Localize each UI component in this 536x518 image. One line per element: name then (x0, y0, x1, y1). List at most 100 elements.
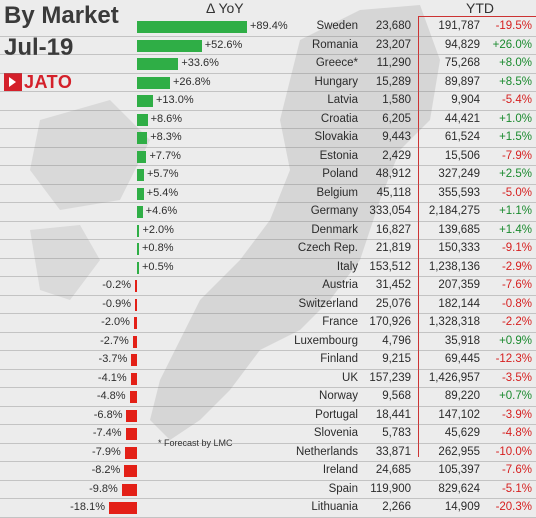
month-volume: 24,685 (375, 464, 411, 476)
ytd-volume: 89,220 (444, 390, 480, 402)
yoy-bar (124, 465, 137, 477)
row-divider (0, 239, 536, 240)
yoy-label: -4.8% (96, 390, 126, 402)
month-volume: 9,568 (382, 390, 411, 402)
row-divider (0, 294, 536, 296)
table-row: +5.4% Belgium 45,118 355,593 -5.0% (0, 185, 536, 203)
table-row: -6.8% Portugal 18,441 147,102 -3.9% (0, 407, 536, 425)
row-divider (0, 257, 536, 259)
month-volume: 119,900 (370, 482, 411, 495)
ytd-change: +1.0% (499, 112, 532, 125)
ytd-volume: 829,624 (438, 482, 480, 495)
row-divider (0, 72, 536, 74)
yoy-label: -18.1% (70, 501, 105, 513)
table-row: +5.7% Poland 48,912 327,249 +2.5% (0, 166, 536, 185)
yoy-label: -4.1% (97, 371, 127, 384)
ytd-change: -0.8% (501, 297, 532, 310)
ytd-volume: 150,333 (438, 242, 480, 254)
ytd-volume: 15,506 (444, 149, 480, 162)
yoy-bar (121, 483, 137, 496)
country-name: France (322, 316, 358, 328)
row-divider (0, 220, 536, 222)
yoy-label: -2.0% (101, 316, 130, 328)
ytd-volume: 327,249 (438, 168, 480, 180)
country-name: Lithuania (311, 501, 358, 513)
month-volume: 45,118 (376, 186, 411, 199)
ytd-change: -12.3% (495, 353, 532, 365)
yoy-bar (137, 95, 153, 107)
chart-title: By Market (4, 2, 119, 29)
ytd-change: -5.0% (501, 186, 532, 199)
table-row: +7.7% Estonia 2,429 15,506 -7.9% (0, 148, 536, 166)
yoy-bar (137, 224, 140, 237)
table-row: +8.6% Croatia 6,205 44,421 +1.0% (0, 111, 536, 129)
table-row: -9.8% Spain 119,900 829,624 -5.1% (0, 481, 536, 499)
table-row: -2.7% Luxembourg 4,796 35,918 +0.9% (0, 333, 536, 351)
country-name: Croatia (320, 112, 358, 125)
country-name: Luxembourg (294, 334, 358, 347)
country-name: Greece* (315, 57, 358, 69)
month-volume: 15,289 (375, 75, 411, 88)
table-row: +2.0% Denmark 16,827 139,685 +1.4% (0, 222, 536, 240)
yoy-label: -9.8% (89, 482, 118, 495)
yoy-label: +8.3% (150, 131, 182, 143)
ytd-change: +2.5% (499, 168, 532, 180)
europe-map-background (30, 5, 440, 440)
row-divider (0, 331, 536, 333)
row-divider (0, 146, 536, 148)
yoy-bar (137, 261, 139, 274)
yoy-bar (137, 169, 144, 181)
yoy-bar (133, 317, 137, 329)
month-volume: 153,512 (369, 260, 411, 273)
yoy-label: +2.0% (142, 223, 174, 236)
ytd-volume: 1,426,957 (428, 371, 480, 384)
row-divider (0, 109, 536, 111)
table-row: -7.4% Slovenia 5,783 45,629 -4.8% (0, 425, 536, 444)
month-volume: 31,452 (375, 279, 411, 291)
month-volume: 157,239 (369, 371, 411, 384)
table-row: -4.1% UK 157,239 1,426,957 -3.5% (0, 370, 536, 388)
jato-logo-text: JATO (24, 71, 73, 92)
row-divider (0, 91, 536, 92)
yoy-bar (130, 372, 137, 385)
table-row: +52.6% Romania 23,207 94,829 +26.0% (0, 37, 536, 55)
yoy-label: +52.6% (204, 38, 243, 51)
country-name: Poland (322, 168, 358, 180)
yoy-bar (135, 298, 137, 311)
month-volume: 5,783 (382, 427, 411, 439)
ytd-volume: 2,184,275 (428, 205, 480, 217)
yoy-bar (124, 446, 137, 459)
chart-period: Jul-19 (4, 34, 74, 61)
row-divider (0, 516, 536, 518)
yoy-label: -0.9% (102, 297, 131, 310)
country-name: Romania (311, 38, 358, 51)
country-name: Slovenia (313, 427, 358, 439)
jato-logo-icon (4, 73, 22, 91)
ytd-change: +8.5% (499, 75, 532, 88)
table-row: -8.2% Ireland 24,685 105,397 -7.6% (0, 462, 536, 481)
yoy-bar (131, 354, 137, 366)
month-volume: 9,443 (382, 131, 411, 143)
yoy-label: -8.2% (91, 464, 121, 476)
table-row: -0.2% Austria 31,452 207,359 -7.6% (0, 277, 536, 296)
country-name: Italy (336, 260, 358, 273)
table-row: -7.9% Netherlands 33,871 262,955 -10.0% (0, 444, 536, 462)
country-name: Estonia (319, 149, 358, 162)
table-row: +33.6% Greece* 11,290 75,268 +8.0% (0, 55, 536, 74)
ytd-change: -7.6% (501, 464, 532, 476)
yoy-label: -2.7% (100, 334, 129, 347)
country-name: Latvia (327, 94, 358, 106)
table-row: +0.8% Czech Rep. 21,819 150,333 -9.1% (0, 240, 536, 259)
yoy-bar (109, 502, 137, 514)
month-volume: 1,580 (382, 94, 411, 106)
table-row: +89.4% Sweden 23,680 191,787 -19.5% (0, 18, 536, 37)
month-volume: 18,441 (375, 408, 411, 421)
country-name: Finland (320, 353, 358, 365)
month-volume: 33,871 (375, 445, 411, 458)
yoy-label: -6.8% (93, 408, 123, 421)
ytd-change: -9.1% (501, 242, 532, 254)
yoy-bar (132, 335, 137, 348)
row-divider (0, 350, 536, 351)
yoy-label: +89.4% (250, 20, 288, 32)
month-volume: 9,215 (382, 353, 411, 365)
